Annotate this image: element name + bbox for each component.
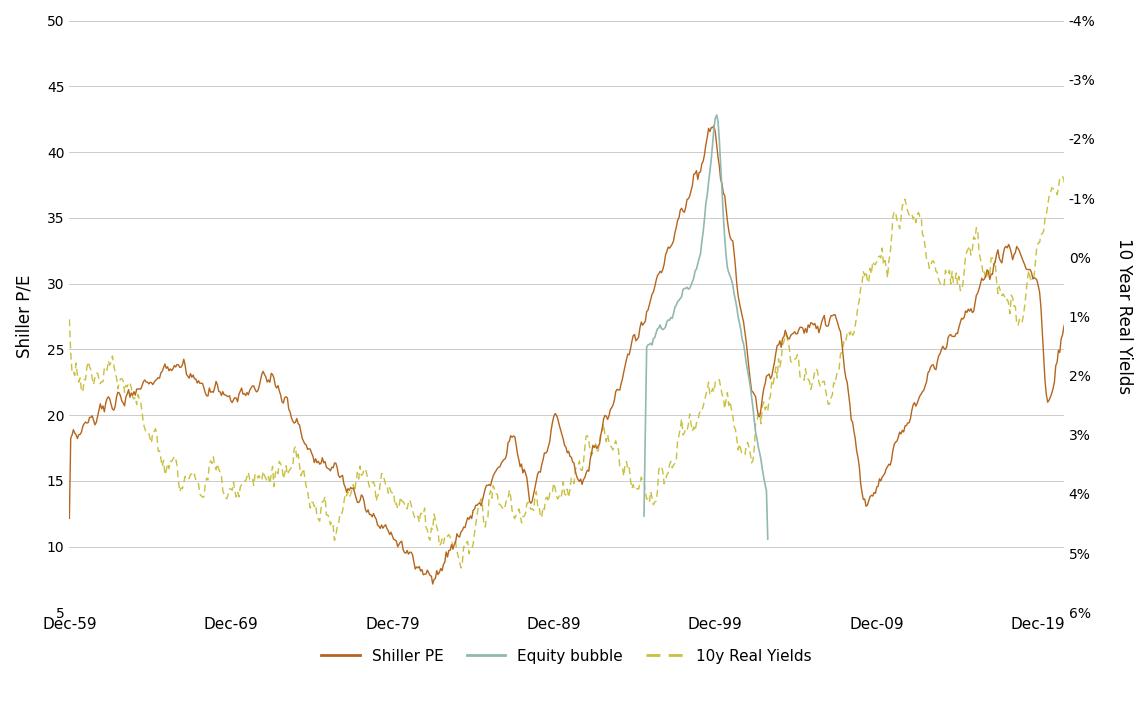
Y-axis label: Shiller P/E: Shiller P/E <box>15 275 33 358</box>
Legend: Shiller PE, Equity bubble, 10y Real Yields: Shiller PE, Equity bubble, 10y Real Yiel… <box>316 643 817 670</box>
Y-axis label: 10 Year Real Yields: 10 Year Real Yields <box>1115 239 1133 394</box>
